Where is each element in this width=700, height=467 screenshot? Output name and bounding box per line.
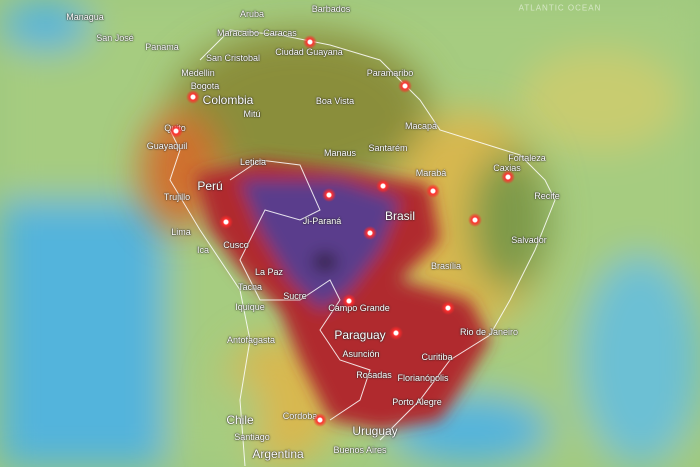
place-label: Antofagasta (226, 335, 276, 345)
place-label: Macapá (404, 121, 438, 131)
place-label: Chile (226, 413, 254, 427)
place-label: San Cristobal (205, 53, 261, 63)
place-label: Trujillo (163, 192, 191, 202)
place-label: Leticia (239, 157, 267, 167)
flame-icon[interactable] (441, 301, 455, 315)
place-label: Boa Vista (315, 96, 355, 106)
flame-icon[interactable] (501, 170, 515, 184)
flame-icon[interactable] (322, 188, 336, 202)
place-label: Brasil (384, 209, 416, 223)
place-label: Bogota (190, 81, 220, 91)
flame-icon[interactable] (398, 79, 412, 93)
place-label: Ica (196, 245, 210, 255)
place-label: Asunción (342, 349, 380, 359)
place-label: Managua (66, 12, 104, 22)
place-label: Fortaleza (508, 153, 546, 163)
place-label: Medellin (181, 68, 215, 78)
place-label: Salvador (511, 235, 547, 245)
place-label: Santiago (234, 432, 270, 442)
place-label: Sucre (283, 291, 307, 301)
flame-icon[interactable] (219, 215, 233, 229)
flame-icon[interactable] (389, 326, 403, 340)
place-label: Santarém (368, 143, 408, 153)
place-label: Florianópolis (397, 373, 449, 383)
place-label: San José (96, 33, 134, 43)
flame-icon[interactable] (468, 213, 482, 227)
pollution-core (195, 160, 490, 430)
place-label: Manaus (323, 148, 357, 158)
place-label: Rio de Janeiro (459, 327, 519, 337)
place-label: Marabá (415, 168, 447, 178)
flame-icon[interactable] (363, 226, 377, 240)
ocean-label: ATLANTIC OCEAN (518, 3, 602, 13)
flame-icon[interactable] (313, 413, 327, 427)
place-label: Cusco (223, 240, 249, 250)
place-label: Brasília (430, 261, 462, 271)
place-label: Tacna (237, 282, 263, 292)
place-label: Rosadas (356, 370, 392, 380)
place-label: Panama (145, 42, 179, 52)
place-label: Caracas (263, 28, 297, 38)
place-label: Recife (534, 191, 560, 201)
place-label: Colombia (202, 93, 254, 107)
place-label: Lima (171, 227, 191, 237)
flame-icon[interactable] (342, 294, 356, 308)
place-label: Caxias (493, 163, 521, 173)
place-label: Iquique (235, 302, 265, 312)
flame-icon[interactable] (303, 35, 317, 49)
place-label: Guayaquil (146, 141, 188, 151)
place-label: Paraguay (334, 328, 386, 342)
place-label: Uruguay (352, 424, 398, 438)
place-label: Campo Grande (328, 303, 390, 313)
place-label: Buenos Aires (333, 445, 387, 455)
place-label: Curitiba (421, 352, 453, 362)
flame-icon[interactable] (169, 124, 183, 138)
place-label: Cordoba (282, 411, 318, 421)
flame-icon[interactable] (376, 179, 390, 193)
place-label: Argentina (252, 447, 304, 461)
place-label: Porto Alegre (392, 397, 442, 407)
flame-icon[interactable] (186, 90, 200, 104)
place-label: Barbados (311, 4, 351, 14)
place-label: Ji-Paraná (302, 216, 342, 226)
place-label: Mitú (243, 109, 261, 119)
place-label: Aruba (239, 9, 265, 19)
place-label: La Paz (254, 267, 284, 277)
place-label: Paramaribo (366, 68, 414, 78)
place-label: Maracaibo (216, 28, 260, 38)
place-label: Perú (197, 179, 223, 193)
place-label: Ciudad Guayana (275, 47, 343, 57)
flame-icon[interactable] (426, 184, 440, 198)
